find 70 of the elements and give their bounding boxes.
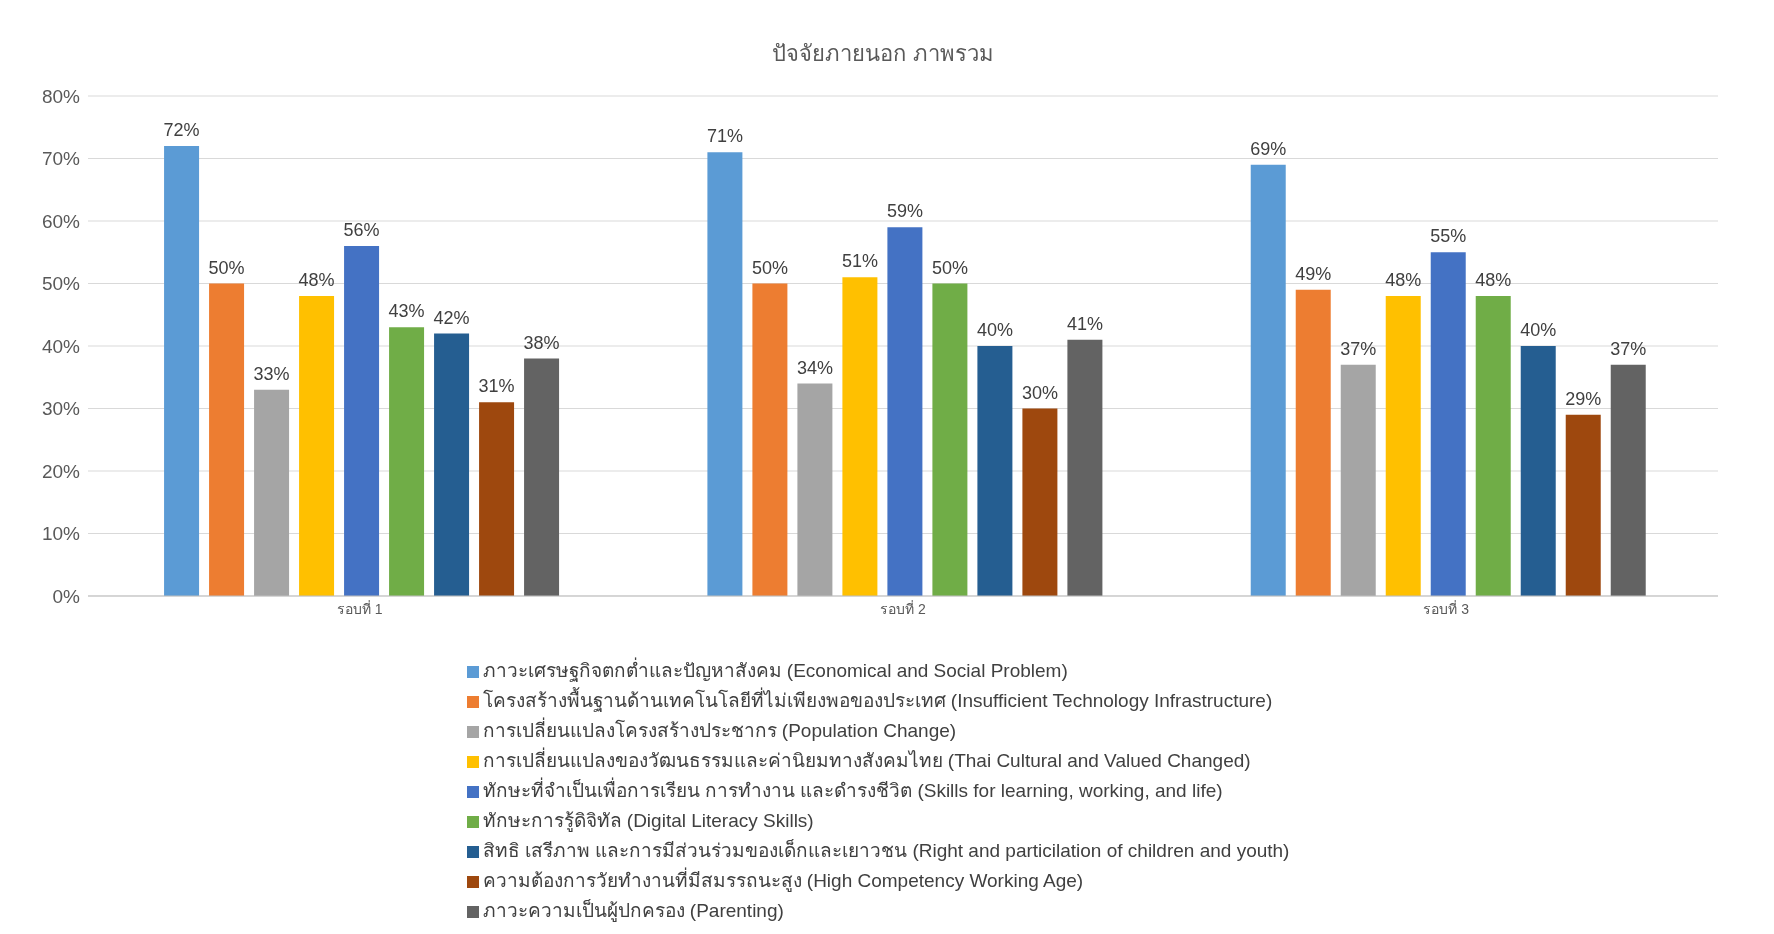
data-label: 40% [1520, 320, 1557, 340]
data-label: 30% [1021, 382, 1058, 403]
y-tick-label: 70% [41, 148, 81, 170]
x-tick-label: รอบที่ 3 [1423, 599, 1470, 617]
bar [842, 277, 878, 596]
y-tick-label: 10% [41, 523, 81, 545]
legend-label: ภาวะความเป็นผู้ปกครอง (Parenting) [482, 900, 784, 921]
bar [1520, 346, 1556, 596]
data-label: 72% [163, 120, 200, 140]
bar [524, 358, 560, 596]
data-label: 51% [841, 251, 878, 272]
data-label: 56% [343, 220, 380, 240]
data-label: 48% [298, 270, 335, 290]
data-label: 48% [1385, 270, 1422, 290]
bar [887, 227, 923, 596]
data-label: 29% [1565, 388, 1602, 409]
data-label: 69% [1250, 138, 1287, 159]
data-label: 50% [751, 257, 788, 278]
y-tick-label: 20% [41, 460, 81, 482]
data-label: 50% [931, 257, 968, 278]
data-label: 55% [1430, 226, 1467, 247]
x-tick-label: รอบที่ 1 [336, 599, 383, 617]
bar [932, 283, 968, 596]
data-label: 33% [253, 363, 290, 384]
bar [1295, 289, 1331, 596]
data-label: 37% [1610, 338, 1647, 359]
legend-label: สิทธิ เสรีภาพ และการมีส่วนร่วมของเด็กและเยาวชน (Right and particilation of children and youth) [482, 840, 1290, 861]
data-label: 59% [886, 201, 923, 222]
bar [1067, 339, 1103, 596]
bar [164, 146, 200, 596]
bar [434, 333, 470, 596]
data-label: 49% [1295, 263, 1332, 284]
bar [479, 402, 515, 596]
y-tick-label: 60% [41, 210, 81, 232]
bar [1565, 414, 1601, 596]
data-label: 48% [1475, 270, 1512, 290]
bar [752, 283, 788, 596]
bar [299, 296, 335, 596]
data-label: 38% [523, 332, 560, 353]
legend-label: ทักษะการรู้ดิจิทัล (Digital Literacy Skills) [482, 810, 814, 831]
bar [254, 389, 290, 596]
bar [1385, 296, 1421, 596]
bar [344, 246, 380, 596]
bar [797, 383, 833, 596]
data-label: 40% [976, 320, 1013, 340]
bar [389, 327, 425, 596]
bar [1610, 364, 1646, 596]
data-label: 31% [478, 376, 515, 397]
y-tick-label: 80% [41, 85, 81, 107]
y-tick-label: 40% [41, 335, 81, 357]
data-label: 37% [1340, 338, 1377, 359]
data-label: 71% [706, 126, 743, 147]
data-label: 50% [208, 257, 245, 278]
bar [209, 283, 245, 596]
bar [1022, 408, 1058, 596]
bar [1430, 252, 1466, 596]
bar [1475, 296, 1511, 596]
y-tick-label: 30% [41, 398, 81, 420]
chart-title: ปัจจัยภายนอก ภาพรวม [771, 40, 995, 68]
bar [977, 346, 1013, 596]
y-tick-label: 50% [41, 273, 81, 295]
data-label: 41% [1066, 313, 1103, 334]
data-label: 42% [433, 307, 470, 328]
bar [1250, 164, 1286, 596]
x-tick-label: รอบที่ 2 [880, 599, 927, 617]
data-label: 43% [388, 301, 425, 322]
y-tick-label: 0% [52, 585, 81, 607]
bar [707, 152, 743, 596]
bar [1340, 364, 1376, 596]
data-label: 34% [796, 357, 833, 378]
